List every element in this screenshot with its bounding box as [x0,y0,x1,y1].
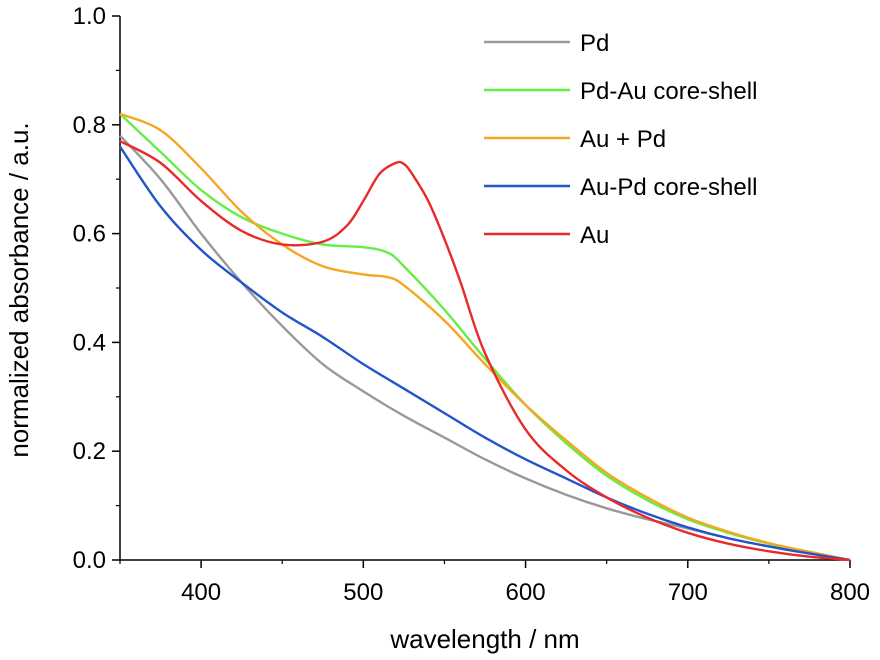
x-tick-label: 400 [181,579,221,606]
series-line-au-pd [119,112,851,562]
x-axis-title: wavelength / nm [389,624,579,654]
y-axis-title: normalized absorbance / a.u. [4,122,34,457]
legend: Pd Pd-Au core-shell Au + Pd Au-Pd core-shel… [484,30,757,249]
legend-label-au-pd-core-shell: Au-Pd core-shell [580,174,757,201]
legend-label-au-pd: Au + Pd [580,126,666,153]
y-tick-label: 1.0 [73,3,106,30]
x-tick-label: 500 [343,579,383,606]
y-tick-label: 0.6 [73,221,106,248]
y-tick-label: 0.4 [73,329,106,356]
y-tick-label: 0.8 [73,112,106,139]
x-tick-label: 800 [830,579,870,606]
legend-label-pd: Pd [580,30,609,57]
series-line-au [119,140,851,562]
series-line-au-pd-core-shell [119,145,851,562]
y-axis: 0.0 0.2 0.4 0.6 0.8 1.0 [73,3,120,574]
legend-label-pd-au-core-shell: Pd-Au core-shell [580,78,757,105]
legend-label-au: Au [580,222,609,249]
series-lines [119,112,851,562]
y-tick-label: 0.2 [73,438,106,465]
x-tick-label: 700 [668,579,708,606]
x-axis: 400 500 600 700 800 [119,560,870,606]
x-tick-label: 600 [506,579,546,606]
y-tick-label: 0.0 [73,547,106,574]
